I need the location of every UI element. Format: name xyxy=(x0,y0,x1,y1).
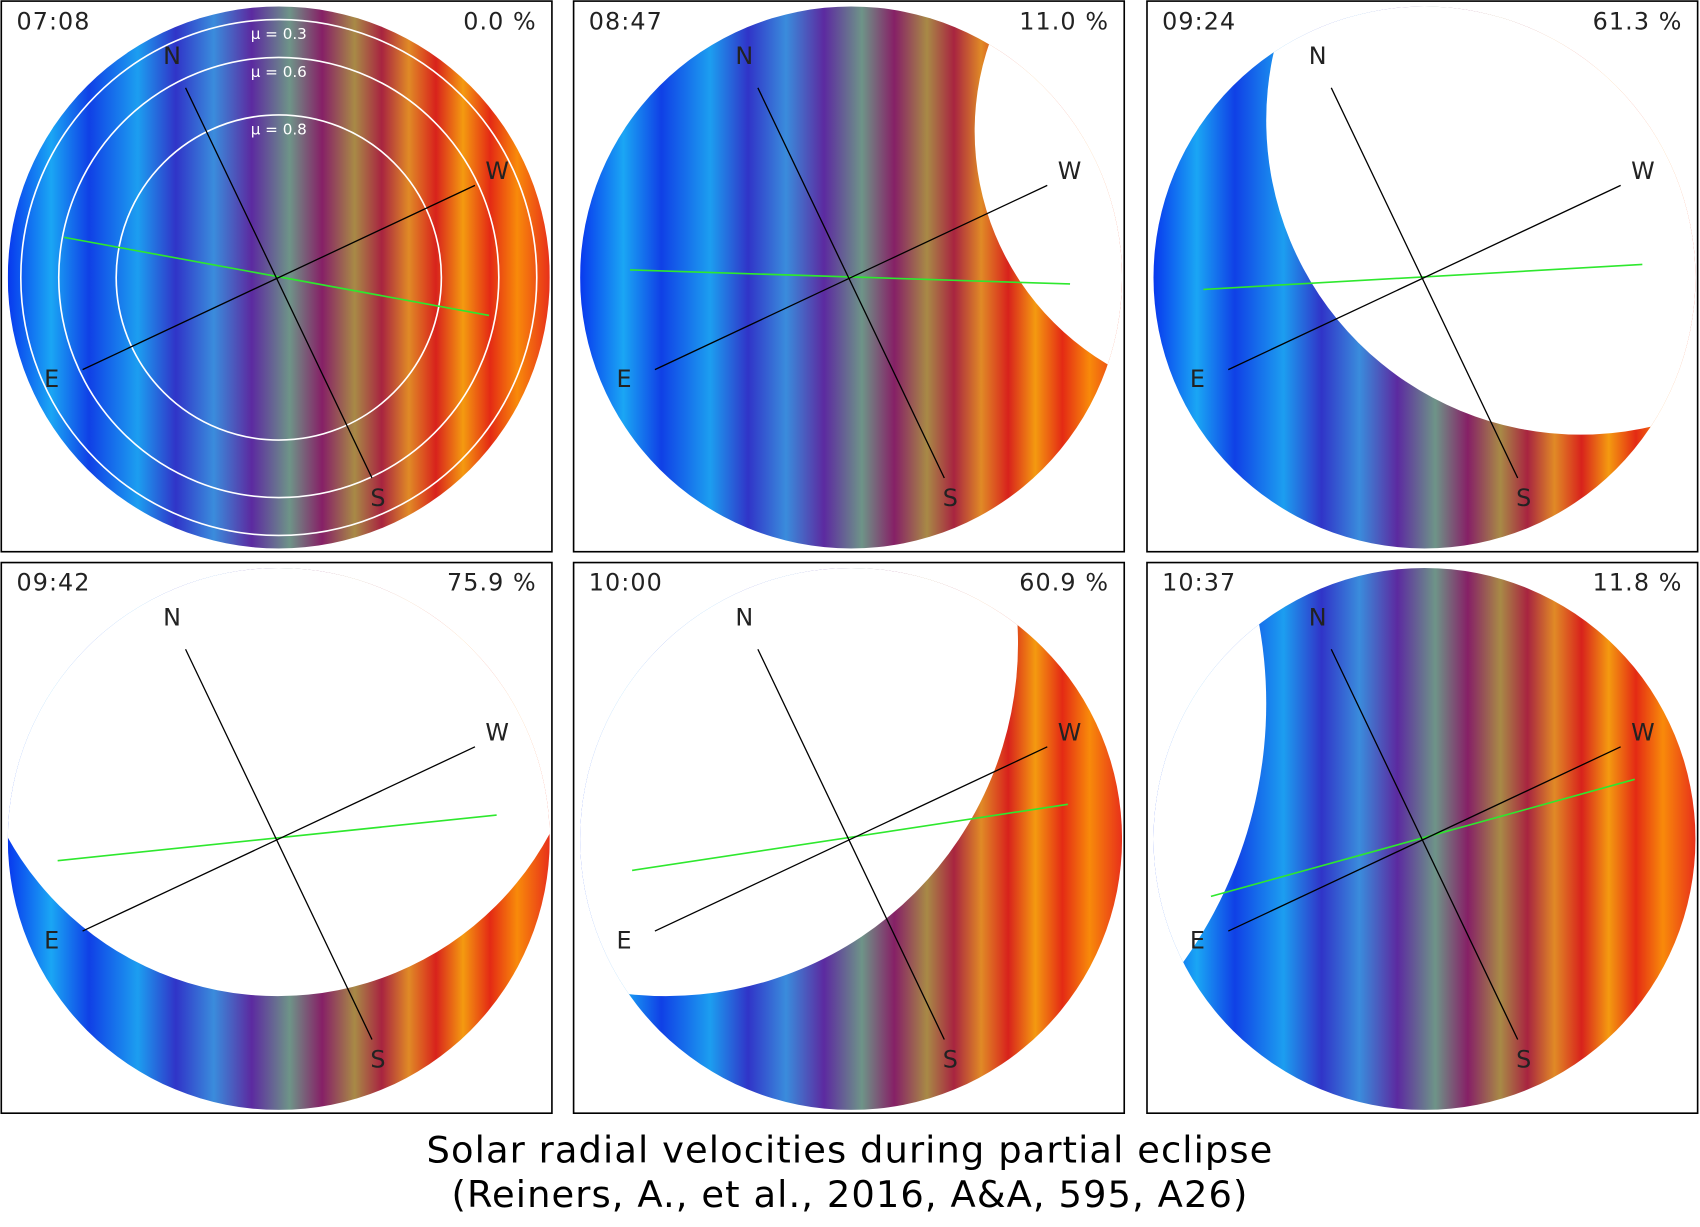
panel-frame xyxy=(1146,561,1699,1115)
time-label: 09:24 xyxy=(1162,7,1236,35)
coverage-label: 75.9 % xyxy=(447,569,537,597)
compass-label: S xyxy=(1516,484,1532,512)
compass-label: S xyxy=(1516,1046,1532,1074)
mu-label: μ = 0.8 xyxy=(251,121,307,139)
sun-disc xyxy=(580,567,1123,1110)
mu-label: μ = 0.3 xyxy=(251,25,307,43)
mu-label: μ = 0.6 xyxy=(251,63,307,81)
compass-label: E xyxy=(616,926,632,954)
equator-line xyxy=(64,236,490,317)
ns-axis xyxy=(1330,87,1519,479)
mu-circle xyxy=(57,56,500,499)
sun-disc xyxy=(1153,6,1696,549)
compass-label: S xyxy=(943,1046,959,1074)
ew-axis xyxy=(82,184,476,371)
compass-label: W xyxy=(1631,718,1656,746)
panel-frame xyxy=(0,0,553,553)
compass-label: N xyxy=(163,603,182,631)
ns-axis xyxy=(757,648,945,1040)
ns-axis xyxy=(184,87,373,479)
caption: Solar radial velocities during partial e… xyxy=(427,1129,1274,1172)
compass-label: E xyxy=(44,365,60,393)
panel: N W S E 09:24 61.3 % xyxy=(1146,0,1699,553)
ew-axis xyxy=(1228,746,1621,932)
ew-axis xyxy=(82,746,476,932)
coverage-label: 0.0 % xyxy=(463,7,537,35)
compass-label: W xyxy=(1058,718,1083,746)
compass-label: W xyxy=(485,157,510,185)
compass-label: S xyxy=(943,484,959,512)
equator-line xyxy=(1210,778,1635,898)
coverage-label: 60.9 % xyxy=(1019,569,1109,597)
panel-frame xyxy=(572,0,1126,553)
panel-frame xyxy=(0,561,553,1115)
time-label: 08:47 xyxy=(589,7,663,35)
mu-circle xyxy=(19,18,538,537)
ns-axis xyxy=(757,87,945,479)
compass-label: W xyxy=(1058,157,1083,185)
compass-label: N xyxy=(735,603,754,631)
time-label: 07:08 xyxy=(16,7,90,35)
compass-label: N xyxy=(163,42,182,70)
panel: N W S E 08:47 11.0 % xyxy=(572,0,1126,553)
compass-label: E xyxy=(44,926,60,954)
compass-label: N xyxy=(1309,603,1328,631)
ew-axis xyxy=(654,746,1048,932)
equator-line xyxy=(629,269,1071,285)
coverage-label: 61.3 % xyxy=(1593,7,1683,35)
compass-label: S xyxy=(370,484,386,512)
caption: (Reiners, A., et al., 2016, A&A, 595, A2… xyxy=(452,1173,1249,1216)
time-label: 10:00 xyxy=(589,569,663,597)
compass-label: W xyxy=(1631,157,1656,185)
mu-circle xyxy=(115,114,443,441)
panel-frame xyxy=(1146,0,1699,553)
time-label: 10:37 xyxy=(1162,569,1236,597)
panel: μ = 0.3 μ = 0.6 μ = 0.8 N W S E 07:08 0.0 % xyxy=(0,0,553,553)
ew-axis xyxy=(1228,184,1621,371)
panel: N W S E 09:42 75.9 % xyxy=(0,561,553,1115)
compass-label: S xyxy=(370,1046,386,1074)
ns-axis xyxy=(184,648,373,1040)
coverage-label: 11.8 % xyxy=(1593,569,1683,597)
compass-label: E xyxy=(616,365,632,393)
moon xyxy=(974,6,1123,403)
moon xyxy=(7,567,550,997)
compass-label: N xyxy=(735,42,754,70)
equator-line xyxy=(57,814,497,862)
compass-label: E xyxy=(1190,365,1206,393)
ew-axis xyxy=(654,184,1048,371)
time-label: 09:42 xyxy=(16,569,90,597)
equator-line xyxy=(1203,263,1643,291)
compass-label: E xyxy=(1190,926,1206,954)
panel-frame xyxy=(572,561,1126,1115)
compass-label: N xyxy=(1309,42,1328,70)
coverage-label: 11.0 % xyxy=(1019,7,1109,35)
ns-axis xyxy=(1330,648,1519,1040)
panel: N W S E 10:37 11.8 % xyxy=(1146,561,1699,1115)
compass-label: W xyxy=(485,718,510,746)
moon xyxy=(580,567,1019,997)
panel: N W S E 10:00 60.9 % xyxy=(572,561,1126,1115)
equator-line xyxy=(632,803,1068,872)
